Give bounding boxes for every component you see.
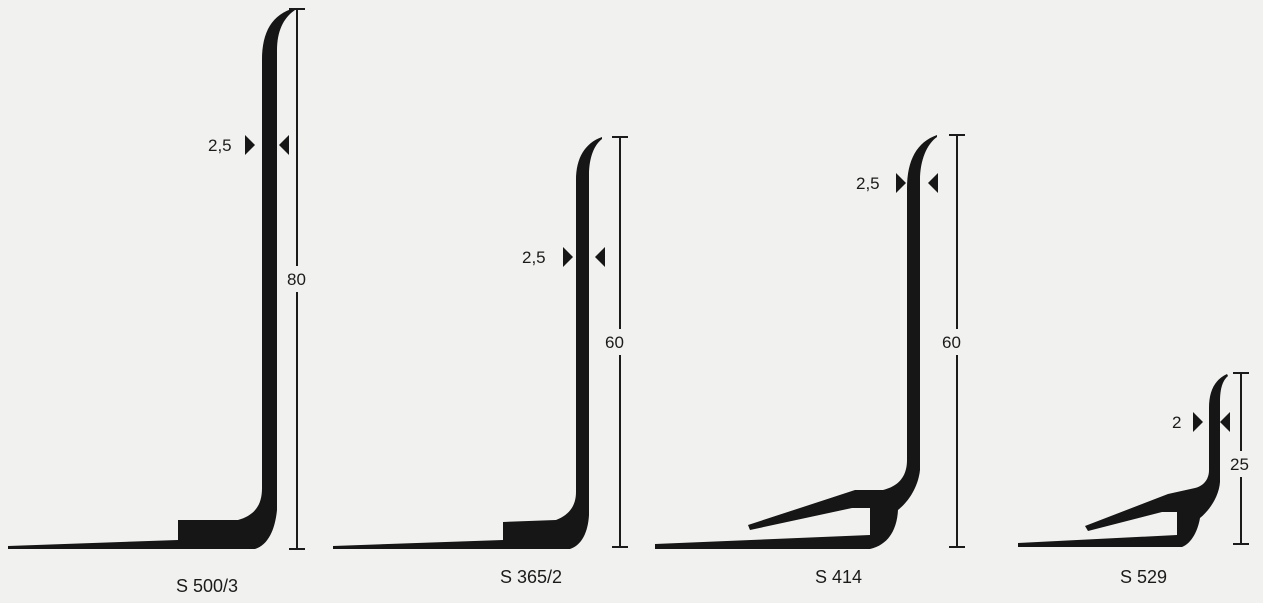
thickness-arrow-right-icon xyxy=(1220,412,1230,432)
height-label: 80 xyxy=(287,270,306,289)
profile-s365-2: 60 2,5 S 365/2 xyxy=(333,136,633,587)
thickness-arrow-right-icon xyxy=(595,247,605,267)
profile-name: S 500/3 xyxy=(176,576,238,596)
thickness-label: 2,5 xyxy=(208,136,232,155)
profile-shape xyxy=(655,135,937,549)
thickness-arrow-right-icon xyxy=(928,173,938,193)
thickness-arrow-right-icon xyxy=(279,135,289,155)
profile-name: S 414 xyxy=(815,567,862,587)
profile-name: S 529 xyxy=(1120,567,1167,587)
height-label: 25 xyxy=(1230,455,1249,474)
profile-s529: 25 2 S 529 xyxy=(1018,372,1258,587)
profile-shape xyxy=(8,8,295,549)
thickness-label: 2,5 xyxy=(522,248,546,267)
thickness-arrow-left-icon xyxy=(245,135,255,155)
profile-shape xyxy=(333,137,602,549)
profile-name: S 365/2 xyxy=(500,567,562,587)
height-label: 60 xyxy=(942,333,961,352)
profile-s414: 60 2,5 S 414 xyxy=(655,134,970,587)
thickness-label: 2,5 xyxy=(856,174,880,193)
thickness-arrow-left-icon xyxy=(1193,412,1203,432)
thickness-arrow-left-icon xyxy=(563,247,573,267)
thickness-arrow-left-icon xyxy=(896,173,906,193)
thickness-label: 2 xyxy=(1172,413,1181,432)
profile-shape xyxy=(1018,374,1228,547)
profile-s500-3: 80 2,5 S 500/3 xyxy=(8,8,312,596)
height-label: 60 xyxy=(605,333,624,352)
